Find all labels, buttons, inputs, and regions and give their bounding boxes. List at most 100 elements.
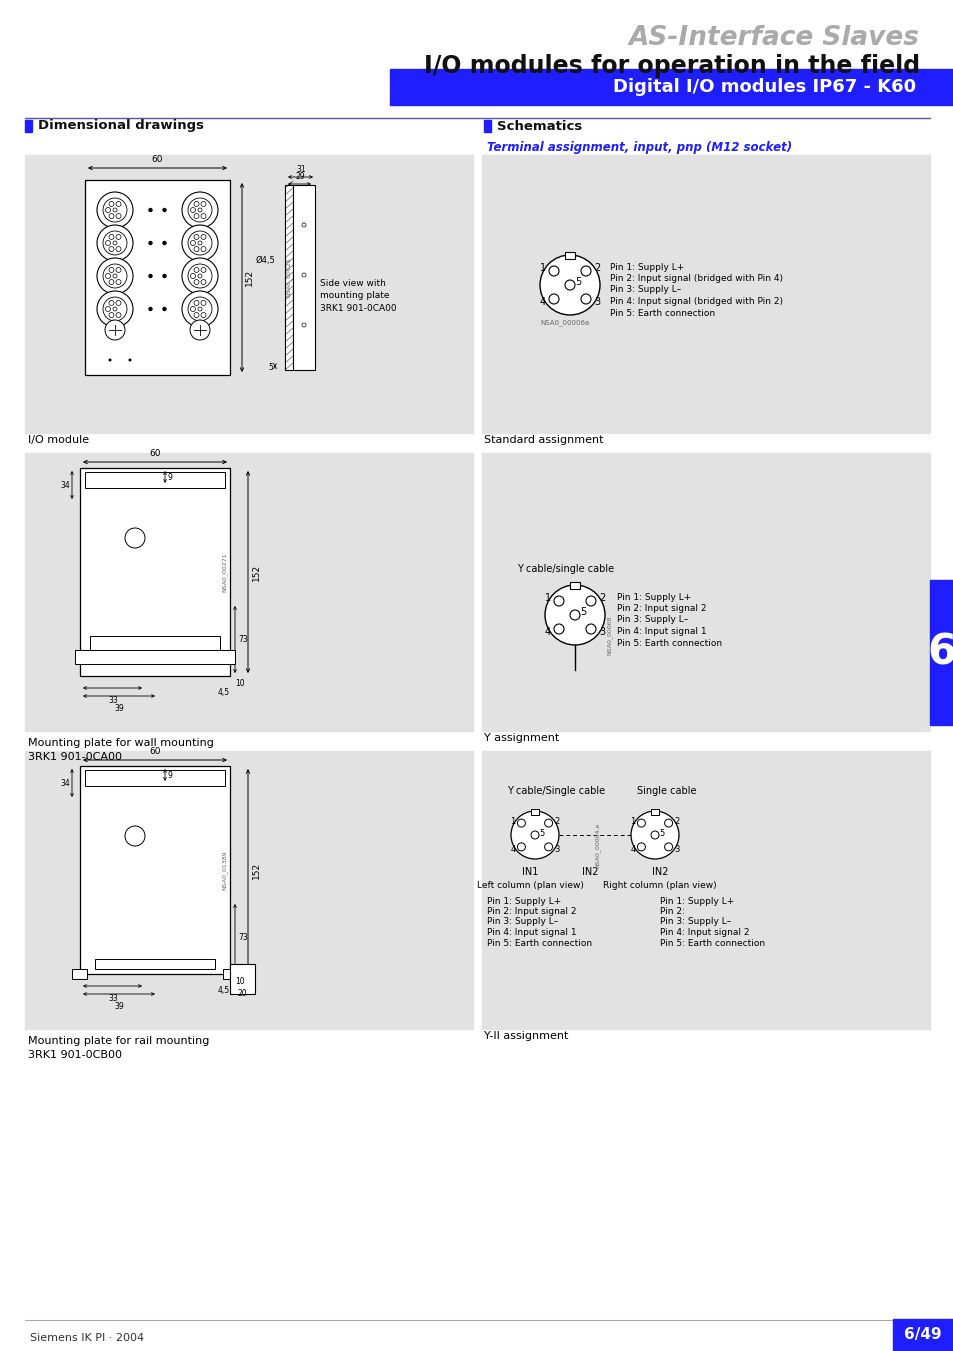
Text: NSA0_00271: NSA0_00271 — [222, 553, 228, 592]
Text: 60: 60 — [149, 449, 161, 458]
Text: 10: 10 — [234, 978, 244, 986]
Bar — [25, 120, 32, 132]
Text: 5: 5 — [538, 828, 544, 838]
Circle shape — [97, 226, 132, 261]
Bar — [929, 580, 953, 725]
Text: 2: 2 — [554, 816, 559, 825]
Text: 1: 1 — [510, 816, 515, 825]
Text: 29: 29 — [294, 172, 305, 181]
Circle shape — [630, 811, 679, 859]
Text: Single cable: Single cable — [637, 786, 696, 796]
Bar — [230, 965, 254, 994]
Text: 1: 1 — [630, 816, 635, 825]
Bar — [564, 253, 575, 259]
Circle shape — [162, 274, 167, 278]
Text: 3: 3 — [554, 844, 559, 854]
Text: Pin 1: Supply L+: Pin 1: Supply L+ — [609, 262, 683, 272]
Text: Pin 1: Supply L+: Pin 1: Supply L+ — [659, 897, 734, 905]
Text: Y cable/Single cable: Y cable/Single cable — [506, 786, 604, 796]
Circle shape — [109, 235, 113, 239]
Bar — [390, 69, 953, 105]
Text: 3RK1 901-0CA00: 3RK1 901-0CA00 — [28, 753, 122, 762]
Circle shape — [191, 208, 195, 212]
Text: 73: 73 — [237, 635, 248, 644]
Circle shape — [106, 240, 111, 246]
Circle shape — [112, 240, 117, 245]
Text: 34: 34 — [60, 481, 70, 489]
Text: 2: 2 — [598, 593, 604, 603]
Circle shape — [148, 274, 152, 278]
Circle shape — [112, 274, 117, 278]
Circle shape — [198, 307, 202, 311]
Text: Schematics: Schematics — [497, 119, 581, 132]
Text: Pin 5: Earth connection: Pin 5: Earth connection — [617, 639, 721, 647]
Text: 6: 6 — [926, 631, 953, 674]
Circle shape — [191, 307, 195, 312]
Text: Dimensional drawings: Dimensional drawings — [38, 119, 204, 132]
Text: 2: 2 — [674, 816, 679, 825]
Text: Pin 4: Input signal 1: Pin 4: Input signal 1 — [486, 928, 576, 938]
Circle shape — [109, 267, 113, 273]
Text: 3: 3 — [594, 297, 599, 307]
Text: 60: 60 — [152, 155, 163, 163]
Circle shape — [109, 358, 112, 362]
Circle shape — [109, 201, 113, 207]
Circle shape — [193, 312, 199, 317]
Text: 73: 73 — [237, 934, 248, 943]
Circle shape — [116, 247, 121, 251]
Circle shape — [511, 811, 558, 859]
Text: 33: 33 — [108, 994, 118, 1002]
Text: 4: 4 — [544, 627, 551, 638]
Circle shape — [106, 273, 111, 278]
Circle shape — [198, 208, 202, 212]
Text: 4: 4 — [510, 844, 515, 854]
Text: Pin 4: Input signal (bridged with Pin 2): Pin 4: Input signal (bridged with Pin 2) — [609, 297, 782, 305]
Text: Pin 5: Earth connection: Pin 5: Earth connection — [486, 939, 592, 947]
Text: 39: 39 — [114, 1002, 124, 1011]
Text: 6/49: 6/49 — [903, 1328, 941, 1343]
Bar — [650, 809, 659, 815]
Text: NSA0_00004.e: NSA0_00004.e — [595, 823, 600, 867]
Circle shape — [302, 273, 306, 277]
Bar — [25, 453, 473, 731]
Circle shape — [191, 240, 195, 246]
Text: 34: 34 — [60, 778, 70, 788]
Bar — [95, 959, 214, 969]
Text: 5: 5 — [268, 362, 273, 372]
Circle shape — [302, 323, 306, 327]
Circle shape — [109, 312, 113, 317]
Circle shape — [201, 300, 206, 305]
Text: 4,5: 4,5 — [218, 688, 230, 697]
Text: 4: 4 — [539, 297, 545, 307]
Text: AS-Interface Slaves: AS-Interface Slaves — [628, 26, 919, 51]
Circle shape — [116, 201, 121, 207]
Bar — [85, 471, 225, 488]
Circle shape — [148, 240, 152, 245]
Text: 1: 1 — [544, 593, 551, 603]
Text: 4: 4 — [630, 844, 635, 854]
Circle shape — [201, 312, 206, 317]
Bar — [71, 969, 87, 979]
Bar — [531, 809, 538, 815]
Circle shape — [116, 312, 121, 317]
Text: 3: 3 — [598, 627, 604, 638]
Circle shape — [182, 290, 218, 327]
Circle shape — [148, 307, 152, 311]
Text: I/O module: I/O module — [28, 435, 89, 444]
Text: IN2: IN2 — [651, 867, 667, 877]
Text: Pin 1: Supply L+: Pin 1: Supply L+ — [486, 897, 560, 905]
Circle shape — [109, 247, 113, 251]
Bar — [293, 185, 314, 370]
Text: Pin 3: Supply L–: Pin 3: Supply L– — [617, 616, 687, 624]
Circle shape — [193, 213, 199, 219]
Circle shape — [162, 208, 167, 212]
Text: 1: 1 — [539, 263, 545, 273]
Circle shape — [162, 307, 167, 311]
Circle shape — [106, 208, 111, 212]
Circle shape — [198, 274, 202, 278]
Text: NSA0_01389: NSA0_01389 — [222, 850, 228, 890]
Bar — [481, 751, 929, 1029]
Circle shape — [201, 201, 206, 207]
Circle shape — [97, 192, 132, 228]
Text: 60: 60 — [149, 747, 161, 757]
